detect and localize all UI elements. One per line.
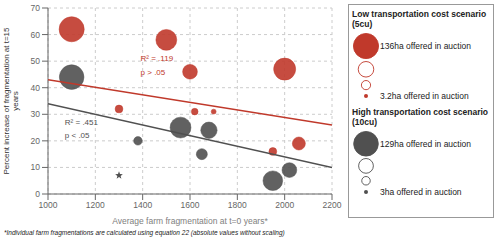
svg-text:p < .05: p < .05 xyxy=(65,131,90,140)
svg-text:60: 60 xyxy=(31,30,41,40)
html-text:3.2ha offered in auction: 3.2ha offered in auction xyxy=(380,90,469,101)
svg-text:1600: 1600 xyxy=(181,200,200,210)
html-text:Low transportation cost scenar: Low transportation cost scenario (5cu) xyxy=(352,9,487,29)
svg-text:2000: 2000 xyxy=(275,200,294,210)
html-text:129ha offered in auction: 129ha offered in auction xyxy=(380,138,472,149)
svg-text:p > .05: p > .05 xyxy=(141,68,166,77)
svg-text:2200: 2200 xyxy=(323,200,342,210)
svg-text:Average farm fragmentation at: Average farm fragmentation at t=0 years* xyxy=(112,216,268,226)
svg-text:10: 10 xyxy=(31,162,41,172)
svg-text:1000: 1000 xyxy=(39,200,58,210)
svg-text:30: 30 xyxy=(31,109,41,119)
svg-text:50: 50 xyxy=(31,56,41,66)
svg-text:1400: 1400 xyxy=(133,200,152,210)
svg-text:20: 20 xyxy=(31,136,41,146)
svg-text:0: 0 xyxy=(35,189,40,199)
html-text:3ha offered in auction: 3ha offered in auction xyxy=(380,186,462,197)
svg-text:1200: 1200 xyxy=(86,200,105,210)
svg-text:R² = .451: R² = .451 xyxy=(65,118,99,127)
html-text:136ha offered in auction: 136ha offered in auction xyxy=(380,41,472,51)
svg-text:70: 70 xyxy=(31,3,41,13)
svg-text:R² = .119: R² = .119 xyxy=(141,54,174,63)
svg-text:Percent increase of fragmentat: Percent increase of fragmentation at t=1… xyxy=(8,27,20,175)
svg-text:40: 40 xyxy=(31,83,41,93)
html-text:*Individual farm fragmentation: *Individual farm fragmentations are calc… xyxy=(4,229,285,236)
svg-text:1800: 1800 xyxy=(228,200,247,210)
html-text:High transportation cost scena: High transportation cost scenario (10cu) xyxy=(352,106,488,127)
